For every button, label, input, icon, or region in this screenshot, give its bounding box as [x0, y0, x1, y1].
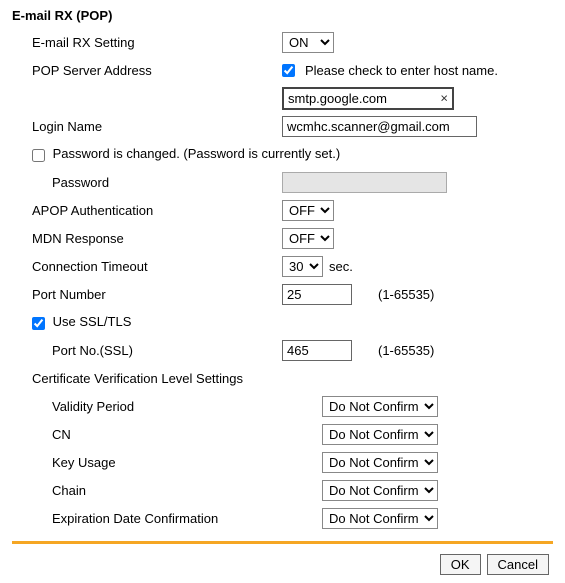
- cert-header: Certificate Verification Level Settings: [12, 371, 282, 386]
- rx-setting-select[interactable]: ONOFF: [282, 32, 334, 53]
- chain-select[interactable]: Do Not ConfirmConfirm: [322, 480, 438, 501]
- ok-button[interactable]: OK: [440, 554, 481, 575]
- label-cn: CN: [12, 427, 282, 442]
- port-input[interactable]: [282, 284, 352, 305]
- label-rx-setting: E-mail RX Setting: [12, 35, 282, 50]
- cn-select[interactable]: Do Not ConfirmConfirm: [322, 424, 438, 445]
- cancel-button[interactable]: Cancel: [487, 554, 549, 575]
- pop-server-input[interactable]: [282, 87, 454, 110]
- hostname-checkbox[interactable]: [282, 64, 295, 77]
- mdn-select[interactable]: OFFON: [282, 228, 334, 249]
- password-changed-label: Password is changed. (Password is curren…: [53, 146, 341, 161]
- port-range: (1-65535): [378, 287, 434, 302]
- clear-icon[interactable]: ×: [438, 91, 450, 106]
- login-name-input[interactable]: [282, 116, 477, 137]
- label-expiration: Expiration Date Confirmation: [12, 511, 282, 526]
- use-ssl-checkbox[interactable]: [32, 317, 45, 330]
- hostname-checkbox-label: Please check to enter host name.: [305, 63, 498, 78]
- section-title: E-mail RX (POP): [12, 8, 553, 23]
- use-ssl-label: Use SSL/TLS: [53, 314, 132, 329]
- conn-timeout-select[interactable]: 306090: [282, 256, 323, 277]
- password-input: [282, 172, 447, 193]
- label-apop: APOP Authentication: [12, 203, 282, 218]
- password-changed-checkbox[interactable]: [32, 149, 45, 162]
- label-port: Port Number: [12, 287, 282, 302]
- divider: [12, 541, 553, 544]
- port-ssl-input[interactable]: [282, 340, 352, 361]
- label-pop-server: POP Server Address: [12, 63, 282, 78]
- label-mdn: MDN Response: [12, 231, 282, 246]
- key-usage-select[interactable]: Do Not ConfirmConfirm: [322, 452, 438, 473]
- label-chain: Chain: [12, 483, 282, 498]
- label-login-name: Login Name: [12, 119, 282, 134]
- conn-timeout-unit: sec.: [329, 259, 353, 274]
- label-conn-timeout: Connection Timeout: [12, 259, 282, 274]
- label-validity: Validity Period: [12, 399, 282, 414]
- apop-select[interactable]: OFFON: [282, 200, 334, 221]
- port-ssl-range: (1-65535): [378, 343, 434, 358]
- validity-select[interactable]: Do Not ConfirmConfirm: [322, 396, 438, 417]
- label-port-ssl: Port No.(SSL): [12, 343, 282, 358]
- label-password: Password: [12, 175, 282, 190]
- label-key-usage: Key Usage: [12, 455, 282, 470]
